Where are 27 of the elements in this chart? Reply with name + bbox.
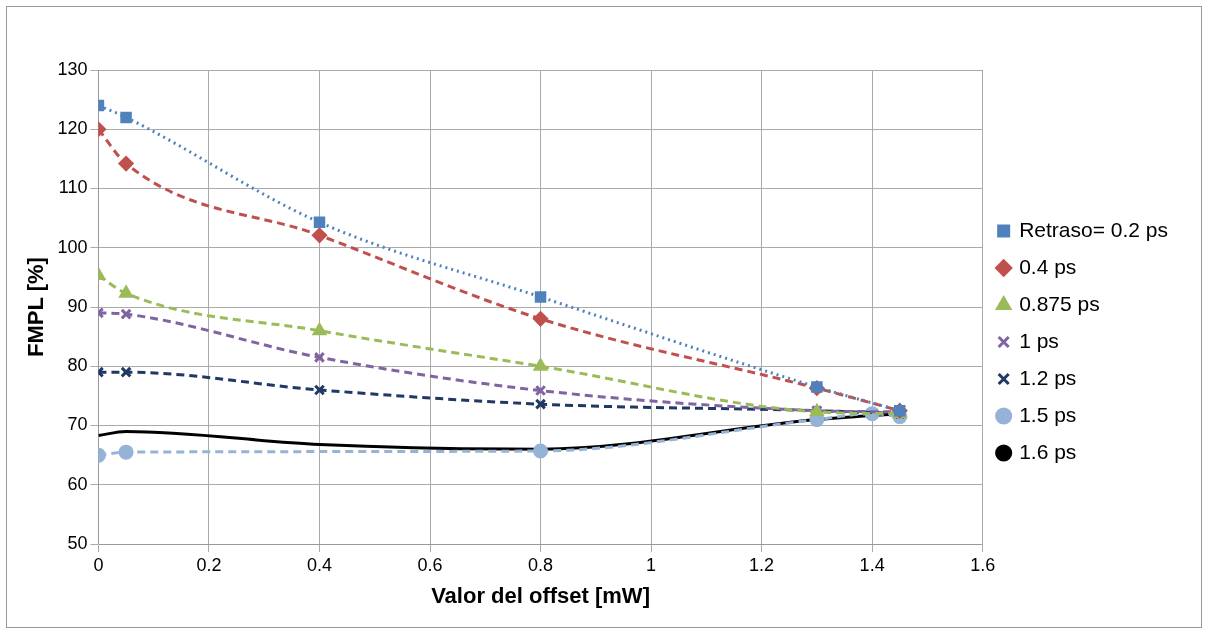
y-tick-label: 70: [67, 414, 88, 435]
x-tick-label: 1.6: [970, 554, 996, 575]
y-axis-title: FMPL [%]: [23, 257, 49, 357]
y-tick-label: 100: [57, 236, 88, 257]
legend-label: 1.6 ps: [1019, 439, 1077, 463]
legend-label: Retraso= 0.2 ps: [1019, 217, 1169, 241]
x-tick-label: 0: [93, 554, 104, 575]
x-tick-label: 1.4: [859, 554, 885, 575]
legend-label: 0.4 ps: [1019, 254, 1077, 278]
x-axis-title: Valor del offset [mW]: [431, 582, 650, 608]
x-tick-label: 0.4: [306, 554, 333, 575]
legend-label: 1 ps: [1019, 328, 1059, 352]
legend-label: 1.2 ps: [1019, 365, 1077, 389]
y-tick-label: 90: [67, 295, 88, 316]
y-tick-label: 50: [67, 532, 88, 553]
x-tick-label: 0.8: [528, 554, 554, 575]
y-tick-label: 130: [57, 58, 88, 79]
x-tick-label: 0.2: [196, 554, 222, 575]
x-tick-label: 1.2: [749, 554, 775, 575]
y-tick-label: 110: [58, 177, 88, 198]
y-tick-label: 80: [67, 355, 88, 376]
x-tick-label: 1: [646, 554, 657, 575]
legend-label: 0.875 ps: [1019, 291, 1100, 315]
legend-label: 1.5 ps: [1019, 402, 1077, 426]
y-tick-label: 60: [67, 473, 88, 494]
x-tick-label: 0.6: [417, 554, 443, 575]
y-tick-label: 120: [57, 118, 88, 139]
